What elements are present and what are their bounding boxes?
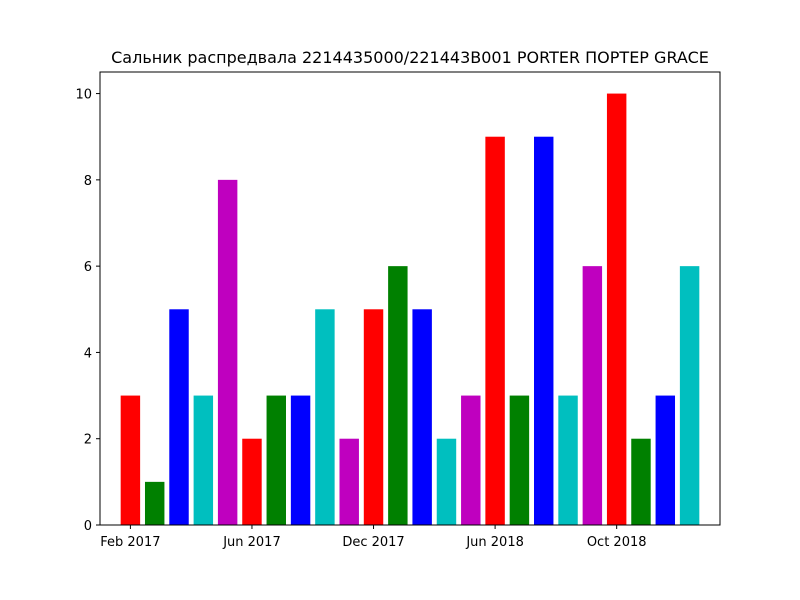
x-tick-label-2: Dec 2017 bbox=[342, 535, 404, 550]
bar-12 bbox=[412, 309, 432, 525]
y-axis: 0 2 4 6 8 10 bbox=[75, 88, 100, 534]
x-tick-label-3: Jun 2018 bbox=[465, 535, 524, 550]
y-tick-label-2: 2 bbox=[84, 433, 92, 448]
bar-21 bbox=[631, 438, 651, 525]
y-tick-label-0: 0 bbox=[84, 519, 92, 534]
x-tick-label-1: Jun 2017 bbox=[222, 535, 281, 550]
bars-group bbox=[120, 93, 700, 526]
y-tick-label-8: 8 bbox=[84, 174, 92, 189]
bar-17 bbox=[534, 136, 554, 525]
bar-1 bbox=[144, 481, 165, 525]
y-tick-label-10: 10 bbox=[75, 88, 92, 103]
bar-11 bbox=[388, 266, 408, 525]
bar-14 bbox=[461, 395, 481, 525]
y-tick-label-4: 4 bbox=[84, 346, 92, 361]
bar-22 bbox=[655, 395, 676, 525]
y-tick-label-6: 6 bbox=[84, 260, 92, 275]
x-tick-label-0: Feb 2017 bbox=[100, 535, 160, 550]
bar-13 bbox=[436, 438, 457, 525]
bar-20 bbox=[606, 93, 627, 525]
bar-0 bbox=[120, 395, 141, 525]
bar-3 bbox=[193, 395, 214, 525]
chart-title: Сальник распредвала 2214435000/221443B00… bbox=[111, 48, 709, 67]
bar-9 bbox=[339, 438, 359, 525]
bar-5 bbox=[242, 438, 262, 525]
x-axis: Feb 2017 Jun 2017 Dec 2017 Jun 2018 Oct 2018 bbox=[100, 525, 647, 550]
bar-16 bbox=[509, 395, 530, 525]
bar-18 bbox=[558, 395, 578, 525]
bar-7 bbox=[290, 395, 311, 525]
x-tick-label-4: Oct 2018 bbox=[587, 535, 647, 550]
bar-6 bbox=[266, 395, 286, 525]
plot-frame bbox=[99, 71, 721, 526]
bar-15 bbox=[485, 136, 505, 525]
bar-2 bbox=[169, 309, 189, 525]
bar-10 bbox=[363, 309, 384, 525]
bar-4 bbox=[217, 179, 238, 526]
bar-8 bbox=[315, 309, 335, 525]
bar-23 bbox=[679, 266, 700, 525]
bar-19 bbox=[582, 266, 603, 525]
